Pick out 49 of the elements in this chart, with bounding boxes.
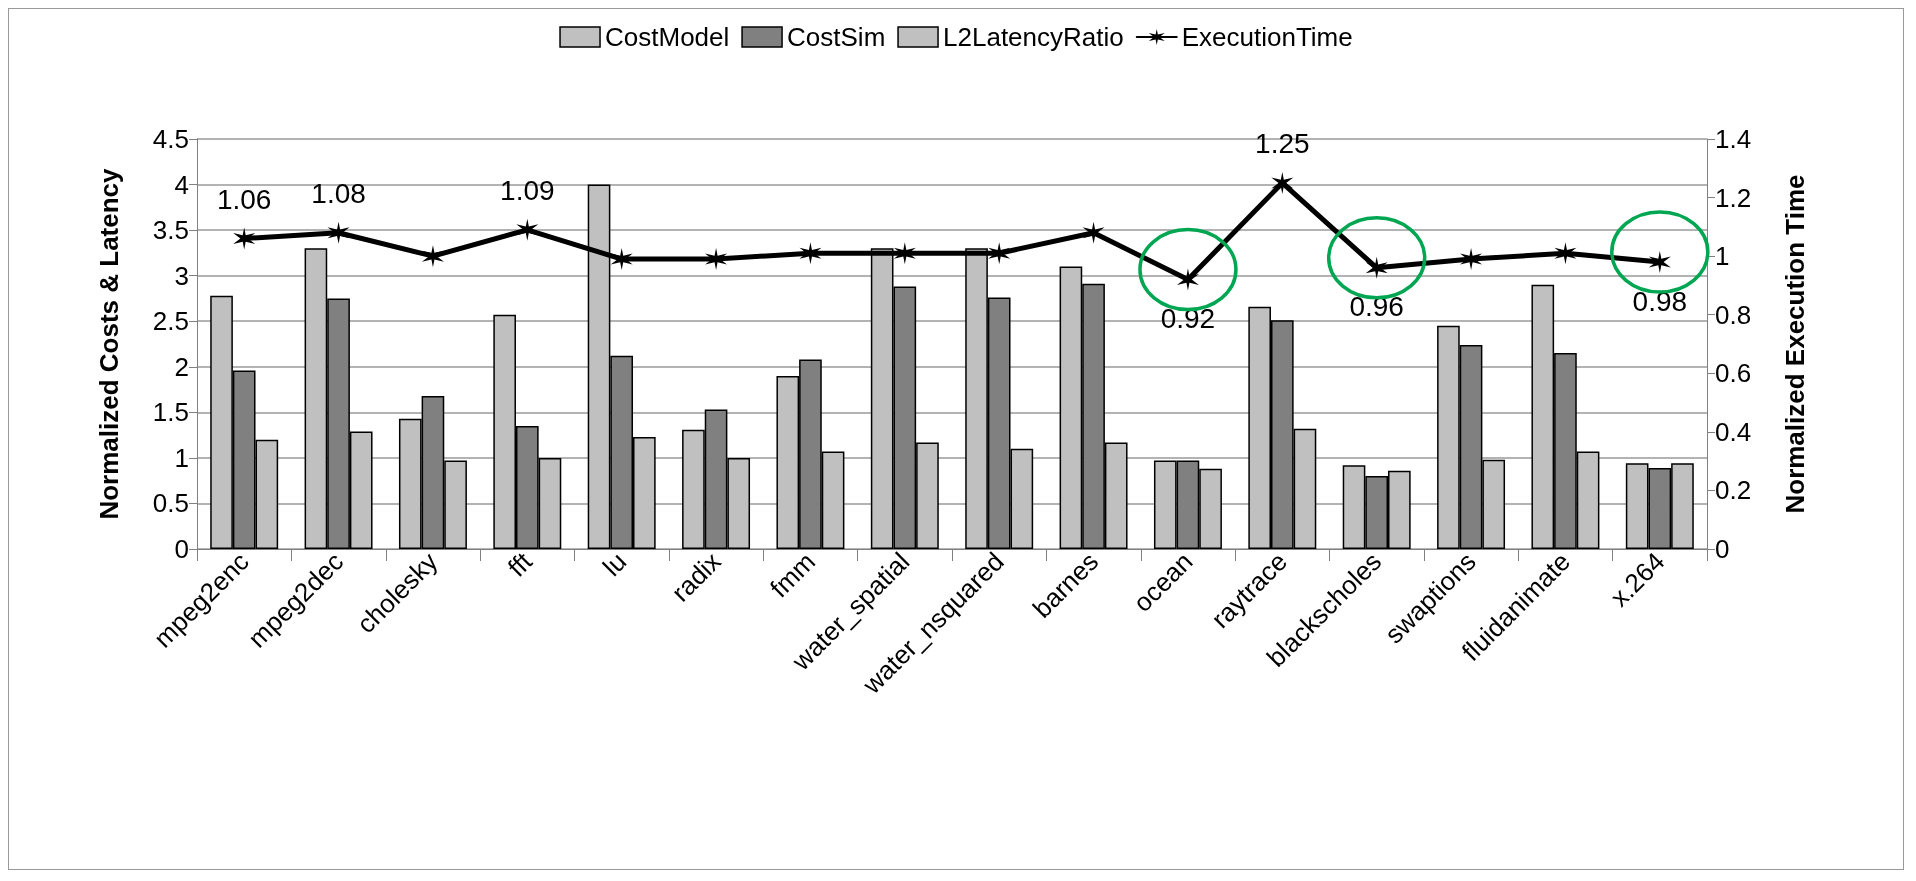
data-label: 1.08 xyxy=(311,178,366,210)
point xyxy=(1648,251,1671,273)
y-tick-label: 4.5 xyxy=(152,124,189,154)
point xyxy=(421,245,444,268)
y2-tick-label: 0.6 xyxy=(1715,358,1752,389)
y-tick-label: 4 xyxy=(174,169,189,200)
legend-label: L2LatencyRatio xyxy=(943,22,1124,52)
legend-label: ExecutionTime xyxy=(1181,22,1353,52)
point xyxy=(327,221,350,244)
y-tick-label: 2 xyxy=(174,351,189,382)
y-tick-label: 0.5 xyxy=(152,488,189,519)
point xyxy=(1554,242,1577,265)
data-label: 1.09 xyxy=(500,175,555,207)
y2-tick-label: 0.4 xyxy=(1715,416,1752,447)
legend-label: CostSim xyxy=(787,22,886,52)
y2-tick-label: 0 xyxy=(1715,534,1730,564)
point xyxy=(233,227,256,250)
point xyxy=(610,248,633,271)
data-label: 1.25 xyxy=(1255,128,1310,160)
data-label: 0.98 xyxy=(1632,285,1688,317)
y-tick-label: 1 xyxy=(174,442,189,473)
x-tick-label: lu xyxy=(596,546,633,582)
y2-tick-label: 1 xyxy=(1715,241,1730,272)
point xyxy=(1176,268,1199,291)
data-label: 0.96 xyxy=(1349,291,1404,323)
y-tick-label: 1.5 xyxy=(152,397,189,428)
point xyxy=(1460,248,1483,271)
point xyxy=(1271,171,1294,194)
point xyxy=(705,248,728,271)
x-tick-label: fft xyxy=(501,545,539,583)
point xyxy=(893,242,916,265)
point xyxy=(1365,256,1388,279)
y-tick-label: 3 xyxy=(174,260,189,291)
y-tick-label: 2.5 xyxy=(152,306,189,337)
point xyxy=(516,218,539,241)
y-tick-label: 0 xyxy=(174,534,189,564)
y-axis-title: Normalized Costs & Latency xyxy=(94,167,124,520)
y-tick-label: 3.5 xyxy=(152,215,189,246)
y2-tick-label: 1.2 xyxy=(1715,182,1752,213)
y2-tick-label: 0.8 xyxy=(1715,299,1752,330)
y2-tick-label: 0.2 xyxy=(1715,475,1752,506)
point xyxy=(799,242,822,265)
data-label: 0.92 xyxy=(1160,303,1216,335)
y2-tick-label: 1.4 xyxy=(1715,124,1752,154)
point xyxy=(1082,221,1105,244)
y2-axis-title: Normalized Execution Time xyxy=(1780,174,1810,514)
data-label: 1.06 xyxy=(216,184,272,216)
point xyxy=(988,242,1011,265)
legend-label: CostModel xyxy=(605,22,730,52)
